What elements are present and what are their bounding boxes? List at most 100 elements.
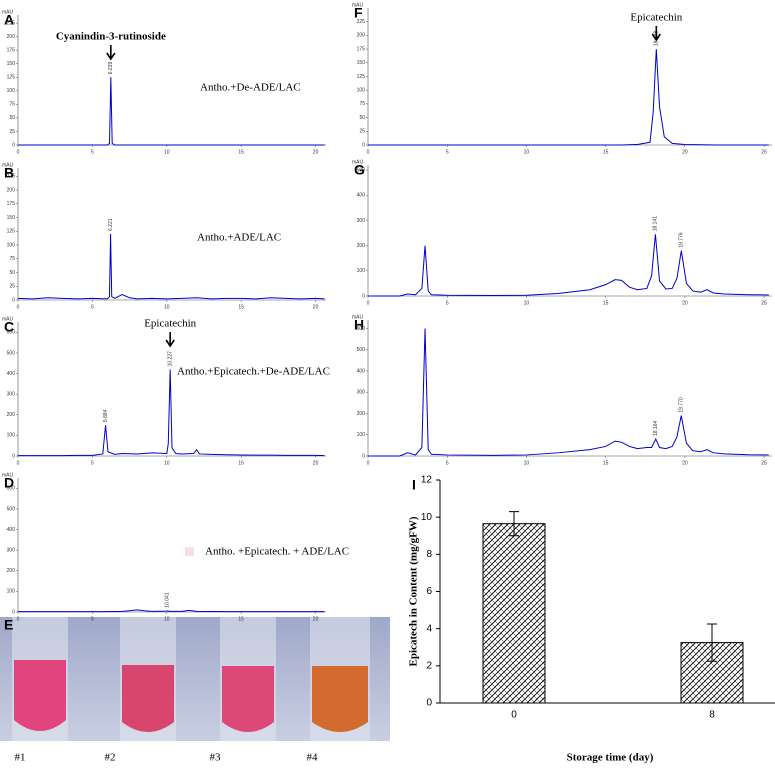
y-tick-label: 0 (362, 142, 365, 148)
y-tick-label: 600 (7, 330, 16, 336)
unit-label: mAU (352, 314, 364, 320)
x-tick-label: 0 (367, 460, 370, 466)
y-tick-label: 400 (7, 371, 16, 377)
legend-swatch (185, 547, 194, 556)
y-tick-label: 200 (7, 412, 16, 418)
y-tick-label: 50 (9, 115, 15, 121)
y-tick-label: 600 (357, 326, 366, 332)
x-tick-label: 10 (164, 616, 170, 622)
y-tick-label: 300 (357, 218, 366, 224)
panel-letter: C (4, 319, 14, 335)
x-tick-label: 5 (91, 616, 94, 622)
x-tick-label: 20 (682, 460, 688, 466)
x-tick-label: 10 (164, 460, 170, 466)
annotation: Antho.+ADE/LAC (197, 232, 281, 244)
x-tick-label: 10 (524, 460, 530, 466)
y-tick-label: 25 (9, 129, 15, 135)
chromatogram-line (18, 77, 325, 146)
x-tick-label: 0 (511, 710, 517, 721)
tube-4 (310, 617, 370, 741)
panel-letter: B (4, 165, 14, 181)
y-tick-label: 75 (9, 256, 15, 262)
x-tick-label: 15 (238, 616, 244, 622)
x-tick-label: 15 (603, 300, 609, 306)
x-tick-label: 25 (761, 300, 767, 306)
annotation: Antho. +Epicatech. + ADE/LAC (205, 546, 349, 558)
y-tick-label: 125 (357, 74, 366, 80)
x-tick-label: 0 (17, 304, 20, 310)
x-tick-label: 10 (524, 149, 530, 155)
x-tick-label: 20 (313, 304, 319, 310)
x-tick-label: 5 (91, 149, 94, 155)
unit-label: mAU (2, 162, 14, 168)
compound-label: Epicatechin (144, 318, 196, 330)
arrow (651, 26, 661, 42)
tube-3 (220, 617, 276, 741)
y-tick-label: 225 (7, 174, 16, 180)
y-tick-label: 125 (7, 75, 16, 81)
panel-letter: A (4, 12, 14, 28)
tube-label: #1 (15, 752, 26, 764)
x-tick-label: 0 (17, 616, 20, 622)
x-tick-label: 10 (524, 300, 530, 306)
chromatogram-line (368, 328, 769, 457)
error-bar (707, 623, 717, 662)
y-tick-label: 0 (12, 297, 15, 303)
x-axis-title: Storage time (day) (567, 752, 654, 764)
y-tick-label: 500 (357, 167, 366, 173)
y-tick-label: 75 (9, 102, 15, 108)
y-tick-label: 175 (357, 46, 366, 52)
x-tick-label: 0 (17, 149, 20, 155)
unit-label: mAU (352, 159, 364, 165)
panel-letter: H (354, 317, 364, 333)
x-tick-label: 0 (367, 300, 370, 306)
y-tick-label: 75 (359, 101, 365, 107)
x-tick-label: 10 (164, 304, 170, 310)
x-tick-label: 15 (238, 304, 244, 310)
y-tick-label: 25 (9, 284, 15, 290)
y-tick-label: 125 (7, 229, 16, 235)
y-tick-label: 100 (357, 88, 366, 94)
unit-label: mAU (2, 316, 14, 322)
y-tick-label: 100 (7, 88, 16, 94)
chromatogram-line (18, 609, 325, 613)
unit-label: mAU (2, 9, 14, 15)
unit-label: mAU (2, 472, 14, 478)
y-tick-label: 0 (362, 453, 365, 459)
y-tick-label: 100 (7, 589, 16, 595)
y-tick-label: 0 (362, 293, 365, 299)
error-bar (509, 511, 519, 537)
chromatogram-line (18, 369, 325, 457)
x-tick-label: 20 (682, 300, 688, 306)
annotation: Antho.+Epicatech.+De-ADE/LAC (177, 366, 330, 378)
tube-1 (12, 617, 68, 741)
x-tick-label: 25 (761, 149, 767, 155)
x-tick-label: 20 (313, 460, 319, 466)
tube-2 (120, 617, 176, 741)
peak-label: 18.141 (653, 216, 659, 232)
y-tick-label: 0 (12, 453, 15, 459)
y-tick-label: 500 (7, 506, 16, 512)
y-tick-label: 8 (426, 549, 432, 560)
y-tick-label: 0 (12, 142, 15, 148)
y-tick-label: 100 (357, 432, 366, 438)
x-tick-label: 5 (91, 304, 94, 310)
y-tick-label: 200 (357, 411, 366, 417)
y-tick-label: 150 (357, 60, 366, 66)
photo-panel: E (0, 617, 390, 741)
x-tick-label: 5 (446, 300, 449, 306)
y-tick-label: 50 (359, 115, 365, 121)
x-tick-label: 25 (761, 460, 767, 466)
annotation: Antho.+De-ADE/LAC (200, 82, 301, 94)
y-tick-label: 400 (7, 527, 16, 533)
x-tick-label: 0 (367, 149, 370, 155)
y-tick-label: 0 (12, 609, 15, 615)
peak-label: 19.770 (679, 397, 685, 413)
y-tick-label: 150 (7, 215, 16, 221)
x-tick-label: 10 (164, 149, 170, 155)
y-tick-label: 100 (7, 433, 16, 439)
y-tick-label: 175 (7, 201, 16, 207)
x-tick-label: 15 (238, 149, 244, 155)
panel-letter: D (4, 475, 14, 491)
x-tick-label: 20 (313, 616, 319, 622)
